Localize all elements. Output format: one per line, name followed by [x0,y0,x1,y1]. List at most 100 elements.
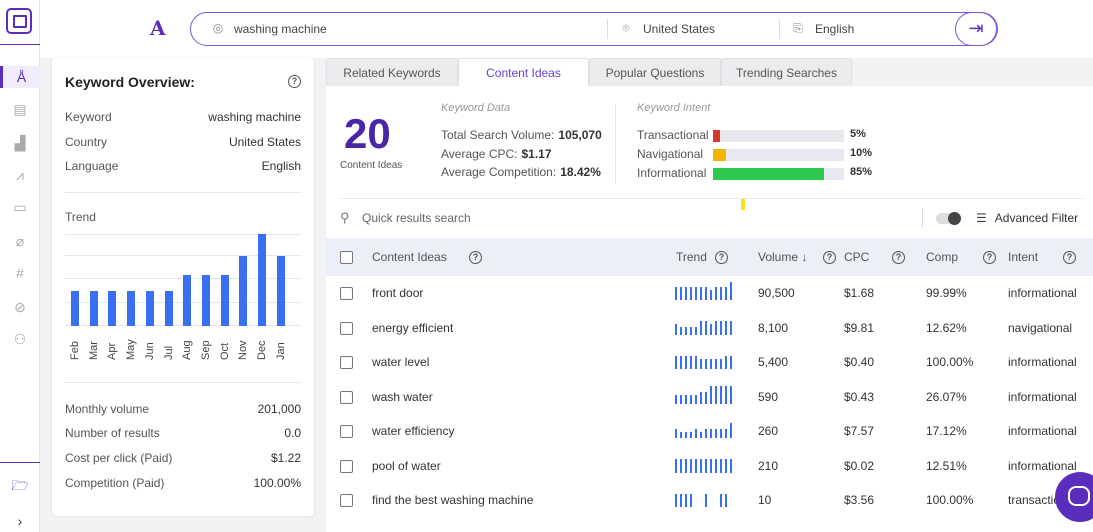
trend-month-label: Apr [106,334,118,360]
table-row[interactable]: water level 5,400 $0.40 100.00% informationa… [326,345,1093,379]
cell-content-idea: energy efficient [372,320,454,335]
col-content-ideas[interactable]: Content Ideas [372,250,447,264]
help-icon[interactable]: ? [715,251,728,264]
cell-intent: navigational [1008,320,1073,335]
compass-nav-icon[interactable]: ⊘ [14,298,26,315]
search-submit-button[interactable]: ⇥ [955,12,997,46]
table-row[interactable]: front door 90,500 $1.68 99.99% informational [326,276,1093,310]
cell-cpc: $0.02 [844,458,875,473]
trend-bar [145,290,154,326]
cell-intent: informational [1008,355,1077,369]
sparkline-bar [685,355,687,369]
cell-cpc: $9.81 [844,320,875,335]
col-cpc[interactable]: CPC [844,250,869,264]
filter-toggle[interactable] [936,212,961,225]
row-checkbox[interactable] [340,425,353,438]
trend-bar [258,233,266,326]
trend-chart-nav-icon[interactable]: ⩘ [16,166,24,183]
sparkline-bar [680,286,682,300]
folder-nav-icon[interactable]: 🗁 [11,477,29,493]
stat-value: 201,000 [257,402,301,416]
tab-popular-questions[interactable]: Popular Questions [589,58,721,87]
hashtag-nav-icon[interactable]: # [16,265,24,281]
trend-sparkline [675,317,735,335]
column-label: Trend [676,250,707,264]
cell-volume: 8,100 [758,320,789,335]
tab-content-ideas[interactable]: Content Ideas [458,58,589,88]
tab-trending-searches[interactable]: Trending Searches [721,58,852,87]
keyword-input[interactable]: washing machine [234,22,327,36]
help-icon[interactable]: ? [823,251,836,264]
tab-related-keywords[interactable]: Related Keywords [326,58,458,87]
help-icon[interactable]: ? [1063,251,1076,264]
table-row[interactable]: find the best washing machine 10 $3.56 100.… [326,483,1093,517]
sparkline-bar [725,355,727,369]
stat-label: Monthly volume [65,402,150,416]
cell-volume: 10 [758,493,772,507]
row-checkbox[interactable] [340,287,353,300]
sparkline-bar [675,394,677,404]
help-icon[interactable]: ? [469,251,482,264]
users-nav-icon[interactable]: ⚇ [13,330,27,347]
cell-content-idea: water efficiency [372,424,455,438]
quick-search[interactable]: ⚲ Quick results search [340,210,471,226]
trend-sparkline [675,420,735,438]
sparkline-bar [685,432,687,438]
table-row[interactable]: pool of water 210 $0.02 12.51% informational [326,449,1093,483]
app-logo-icon[interactable] [6,8,32,34]
row-checkbox[interactable] [340,459,353,473]
quick-search-input[interactable]: Quick results search [362,211,471,225]
help-icon[interactable]: ? [892,251,905,264]
advanced-filter-button[interactable]: ☰ Advanced Filter [976,211,1078,225]
column-label: Volume [758,250,799,264]
sparkline-bar [720,493,722,507]
help-icon[interactable]: ? [983,251,996,264]
overview-row-language: Language English [65,159,301,173]
trend-bar [89,290,98,326]
col-comp[interactable]: Comp [926,250,958,264]
row-checkbox[interactable] [340,494,353,507]
sort-down-arrow-icon: ↓ [801,250,808,264]
trend-month-label: Jan [275,334,287,360]
table-header: Content Ideas ? Trend ? Volume ↓ ? CPC ?… [326,238,1093,276]
document-nav-icon[interactable]: ▤ [13,100,27,117]
trend-bar [276,256,285,326]
overview-row-value: United States [228,135,301,149]
row-checkbox[interactable] [340,356,353,369]
table-row[interactable]: wash water 590 $0.43 26.07% informational [326,380,1093,414]
cell-volume: 590 [758,389,779,404]
sparkline-bar [715,429,717,438]
sparkline-bar [685,459,687,473]
browser-nav-icon[interactable]: ▭ [13,198,27,215]
link-nav-icon[interactable]: ⌀ [15,232,25,249]
sparkline-bar [715,321,717,335]
sparkline-bar [705,391,707,404]
select-all-checkbox[interactable] [340,251,353,264]
sparkline-bar [730,355,732,369]
language-select[interactable]: English [815,22,855,36]
help-icon[interactable]: ? [288,75,301,88]
sparkline-bar [725,459,727,473]
sparkline-bar [720,459,722,473]
trend-month-label: Jun [144,334,156,360]
table-row[interactable]: water efficiency 260 $7.57 17.12% informatio… [326,414,1093,448]
trend-month-label: May [125,334,137,360]
intent-label: Transactional [637,128,709,142]
table-row[interactable]: energy efficient 8,100 $9.81 12.62% navigati… [326,311,1093,345]
col-intent[interactable]: Intent [1008,250,1038,264]
trend-month-label: Dec [256,334,268,360]
expand-chevron-icon[interactable]: › [17,513,23,529]
col-trend[interactable]: Trend [676,250,707,264]
col-volume[interactable]: Volume ↓ [758,250,807,264]
keyword-search-bar: ◎ washing machine ⌾ United States ⎘ Engl… [190,12,998,46]
country-select[interactable]: United States [643,22,716,36]
sparkline-bar [725,321,727,335]
row-checkbox[interactable] [340,321,353,335]
keyword-tool-nav-icon[interactable]: Å [0,66,40,88]
chat-support-button[interactable] [1055,472,1093,522]
row-checkbox[interactable] [340,390,353,404]
stat-label: Cost per click (Paid) [65,451,173,465]
sparkline-bar [675,493,677,507]
bar-chart-nav-icon[interactable]: ▟ [14,134,26,151]
trend-month-label-text: Jun [143,342,156,360]
